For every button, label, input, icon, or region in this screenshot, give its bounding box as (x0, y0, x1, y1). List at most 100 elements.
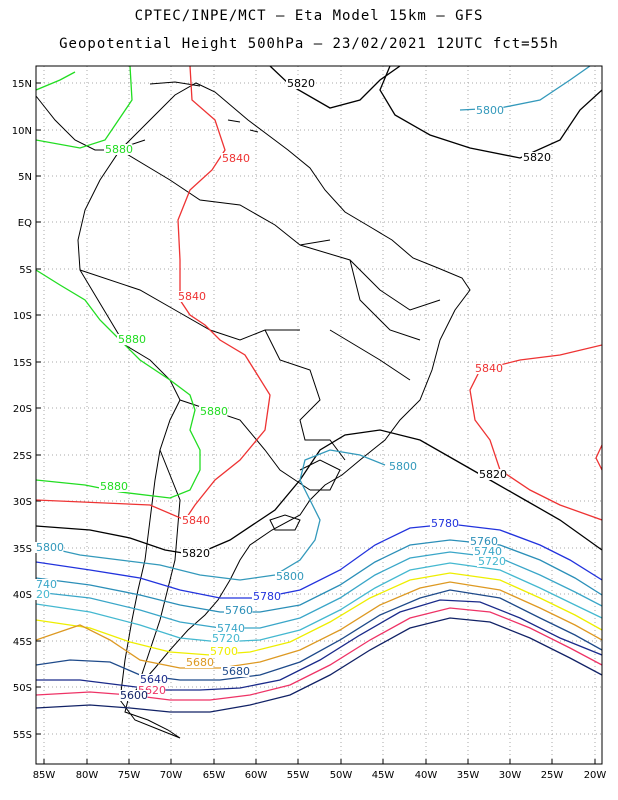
contour-label-bg (181, 515, 210, 526)
contour-label: 5720 (477, 555, 506, 568)
contour-label-text: 5800 (36, 541, 64, 554)
lat-tick-label: 55S (13, 730, 32, 741)
contour-label: 5600 (119, 689, 148, 702)
lat-tick-label: 35S (13, 544, 32, 555)
contour-label-text: 5880 (118, 333, 146, 346)
contour-label-text: 5840 (475, 362, 503, 375)
contour-5840-east (469, 344, 602, 521)
contour-5780 (36, 523, 602, 599)
lat-tick-label: 10S (13, 311, 32, 322)
contour-5620 (36, 607, 602, 701)
lon-tick-label: 40W (415, 770, 438, 781)
lat-tick-label: 25S (13, 451, 32, 462)
contour-label-text: 5820 (479, 468, 507, 481)
contour-label-text: 5880 (200, 405, 228, 418)
contour-label-bg (199, 406, 228, 417)
contour-label-bg (275, 571, 304, 582)
contour-label-bg (221, 666, 250, 677)
lon-tick-label: 55W (287, 770, 310, 781)
contour-label-text: 5640 (140, 673, 168, 686)
contour-label-bg (119, 690, 148, 701)
brazil-states (299, 244, 441, 381)
lon-tick-label: 30W (499, 770, 522, 781)
contour-label: 5700 (209, 645, 238, 658)
contour-label: 5840 (221, 152, 250, 165)
lat-tick-label: 30S (13, 497, 32, 508)
lon-tick-label: 20W (584, 770, 607, 781)
contour-label: 5680 (221, 665, 250, 678)
border-peru (79, 269, 300, 341)
contour-label-text: 5720 (478, 555, 506, 568)
contour-5660 (36, 589, 602, 681)
contour-label: 5820 (286, 77, 315, 90)
contour-label-bg (104, 144, 133, 155)
lat-tick-label: 15S (13, 358, 32, 369)
contour-label: 5880 (117, 333, 146, 346)
contour-label-bg (477, 556, 506, 567)
contour-5680 (36, 581, 602, 669)
falkland-islands (269, 514, 301, 531)
contour-5640 (36, 599, 602, 691)
contour-label-text: 5760 (225, 604, 253, 617)
contour-label-bg (522, 152, 551, 163)
contour-label: 5820 (522, 151, 551, 164)
lat-tick-label: 50S (13, 683, 32, 694)
contour-5840-edge (595, 444, 602, 471)
contour-label-bg (117, 334, 146, 345)
lat-lon-grid (36, 66, 602, 764)
axis-labels: 15N10N5NEQ5S10S15S20S25S30S35S40S45S50S5… (12, 79, 607, 781)
contour-label-text: 5820 (182, 547, 210, 560)
contour-label-text: 5820 (287, 77, 315, 90)
contour-label: 5820 (181, 547, 210, 560)
contour-label-text: 5800 (389, 460, 417, 473)
title-line-1: CPTEC/INPE/MCT – Eta Model 15km – GFS (134, 8, 484, 24)
contour-label-bg (221, 153, 250, 164)
contour-label-bg (35, 579, 57, 590)
contour-label: 20 (35, 588, 51, 601)
border-brazil (264, 329, 346, 461)
contour-label-text: 5740 (217, 622, 245, 635)
contour-label: 5820 (478, 468, 507, 481)
contour-label-text: 5760 (470, 535, 498, 548)
contour-5880-west (36, 269, 201, 499)
contour-5840-central (36, 66, 271, 521)
contour-label-bg (224, 605, 253, 616)
lat-tick-label: 15N (12, 79, 32, 90)
lat-tick-label: 10N (12, 126, 32, 137)
contour-5880-north (36, 66, 133, 149)
lon-tick-label: 75W (118, 770, 141, 781)
contour-label: 5760 (469, 535, 498, 548)
border-chile (139, 449, 181, 681)
uruguay-plata (299, 459, 341, 491)
contour-label-bg (388, 461, 417, 472)
lat-tick-label: 5N (18, 172, 32, 183)
contour-label-text: 5680 (186, 656, 214, 669)
contour-label-bg (252, 591, 281, 602)
contour-label-bg (469, 536, 498, 547)
contour-label-text: 5740 (474, 545, 502, 558)
contour-label: 740 (35, 578, 57, 591)
lon-tick-label: 65W (203, 770, 226, 781)
contour-label-text: 5800 (276, 570, 304, 583)
contour-label: 5740 (473, 545, 502, 558)
contour-label-bg (99, 481, 128, 492)
contour-label-text: 5840 (222, 152, 250, 165)
lon-tick-label: 60W (245, 770, 268, 781)
contour-label-text: 5680 (222, 665, 250, 678)
coastlines-borders (36, 81, 471, 739)
contour-label-text: 5780 (253, 590, 281, 603)
contour-5600 (36, 617, 602, 713)
height-contours (36, 66, 602, 713)
contour-5760 (36, 539, 602, 613)
contour-label: 5840 (474, 362, 503, 375)
contour-label-bg (181, 548, 210, 559)
caribbean-islands (149, 81, 259, 133)
contour-5720 (36, 562, 602, 643)
contour-5820-arc (379, 66, 602, 159)
contour-label-bg (473, 546, 502, 557)
contour-label-text: 5880 (105, 143, 133, 156)
lon-tick-label: 85W (33, 770, 56, 781)
contour-label-text: 5600 (120, 689, 148, 702)
contour-label: 5800 (35, 541, 64, 554)
